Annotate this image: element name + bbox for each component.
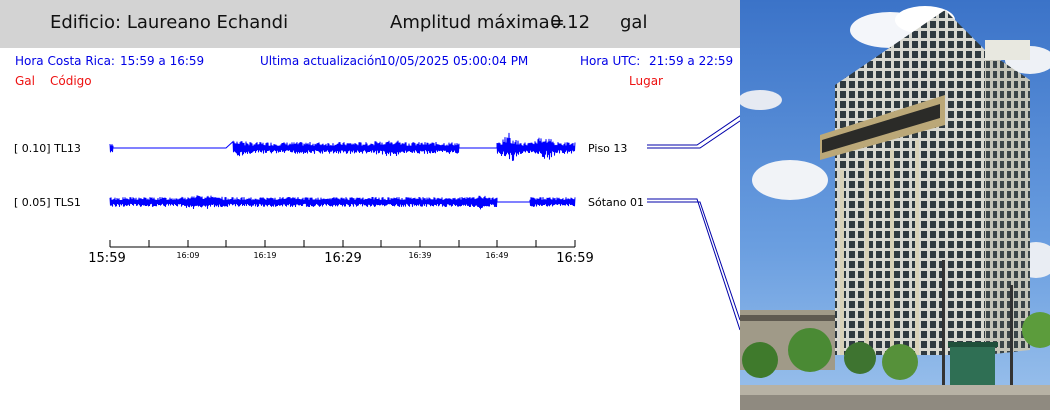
- trace-scale-label-tl13: [ 0.10] TL13: [14, 142, 81, 155]
- max-amplitude-label: Amplitud máxima=: [390, 12, 565, 33]
- seismogram-plot: 15:59 16:29 16:59 16:09 16:19 16:39 16:4…: [88, 98, 740, 331]
- utc-time-label: Hora UTC:: [580, 54, 641, 68]
- building-photo-illustration: [740, 0, 1050, 410]
- connector-piso-13: [647, 98, 740, 149]
- utc-time-value: 21:59 a 22:59: [649, 54, 734, 68]
- building-photo: [740, 0, 1050, 410]
- trace-place-label-tl13: Piso 13: [588, 142, 628, 155]
- axis-minor-tick-label: 16:39: [408, 251, 431, 260]
- seismogram-trace-tl13: [109, 132, 576, 161]
- cr-time-label: Hora Costa Rica:: [15, 54, 115, 68]
- cr-time-value: 15:59 a 16:59: [120, 54, 205, 68]
- axis-major-tick-label: 15:59: [88, 251, 125, 266]
- max-amplitude-value: 0.12: [550, 12, 591, 33]
- seismogram-trace-tls1: [109, 195, 576, 210]
- max-amplitude-unit: gal: [620, 12, 648, 33]
- column-place-header: Lugar: [629, 74, 663, 88]
- axis-minor-tick-label: 16:49: [485, 251, 508, 260]
- axis-major-tick-label: 16:29: [324, 251, 361, 266]
- column-gal-header: Gal: [15, 74, 35, 88]
- update-value: 10/05/2025 05:00:04 PM: [380, 54, 529, 68]
- header-bar: Edificio: Laureano Echandi Amplitud máxi…: [0, 0, 740, 48]
- trace-scale-label-tls1: [ 0.05] TLS1: [14, 196, 81, 209]
- building-name: Edificio: Laureano Echandi: [50, 12, 289, 33]
- axis-minor-tick-label: 16:09: [176, 251, 199, 260]
- update-label: Ultima actualización:: [260, 54, 386, 68]
- trace-place-label-tls1: Sótano 01: [588, 196, 644, 209]
- axis-major-tick-label: 16:59: [556, 251, 593, 266]
- connector-sotano-01: [647, 198, 740, 331]
- column-code-header: Código: [50, 74, 92, 88]
- axis-minor-tick-label: 16:19: [253, 251, 276, 260]
- time-axis: 15:59 16:29 16:59 16:09 16:19 16:39 16:4…: [88, 240, 594, 266]
